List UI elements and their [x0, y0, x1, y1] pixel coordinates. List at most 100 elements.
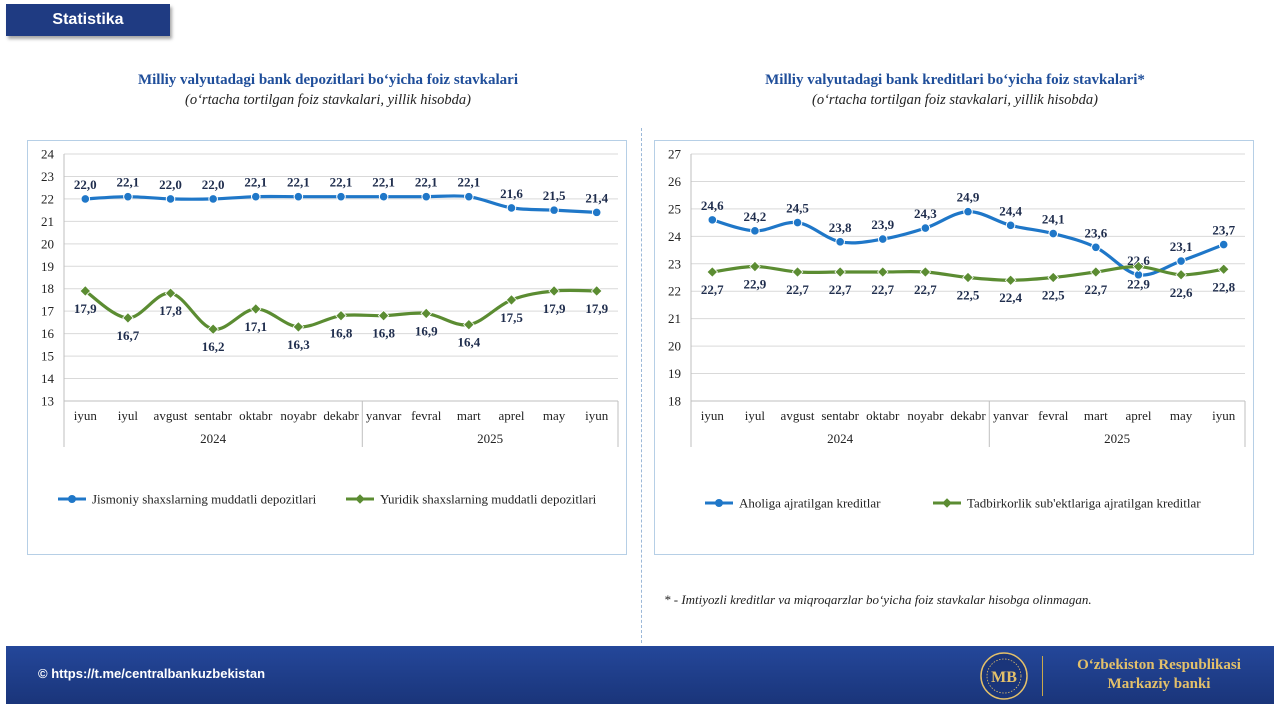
- right-chart-subtitle: (o‘rtacha tortilgan foiz stavkalari, yil…: [812, 92, 1098, 108]
- x-tick-label: iyul: [745, 408, 766, 423]
- y-tick-label: 22: [41, 191, 54, 206]
- data-label: 17,9: [585, 301, 608, 316]
- data-label: 22,1: [117, 175, 140, 190]
- bank-name-line1: O‘zbekiston Respublikasi: [1077, 657, 1241, 673]
- data-label: 22,1: [372, 175, 395, 190]
- y-tick-label: 19: [41, 259, 54, 274]
- data-point: [293, 191, 304, 202]
- data-label: 21,5: [543, 188, 566, 203]
- y-tick-label: 19: [668, 366, 681, 381]
- data-label: 22,1: [330, 175, 353, 190]
- data-point: [1218, 239, 1229, 250]
- legend-marker: [355, 494, 365, 504]
- data-point: [164, 287, 177, 299]
- data-point: [335, 309, 347, 322]
- data-point: [122, 312, 134, 324]
- right-chart-title: Milliy valyutadagi bank kreditlari bo‘yi…: [765, 72, 1145, 88]
- data-point: [506, 203, 517, 213]
- data-label: 22,6: [1127, 253, 1150, 268]
- section-badge: Statistika: [6, 4, 170, 36]
- data-label: 22,8: [1212, 279, 1235, 294]
- data-label: 22,7: [829, 282, 852, 297]
- data-label: 16,8: [372, 326, 395, 341]
- x-tick-label: iyul: [118, 408, 139, 423]
- data-label: 24,6: [701, 198, 724, 213]
- data-point: [919, 266, 932, 278]
- data-point: [707, 215, 718, 225]
- x-tick-label: dekabr: [950, 408, 986, 423]
- x-tick-label: avgust: [781, 408, 815, 423]
- data-label: 17,5: [500, 310, 523, 325]
- x-tick-label: noyabr: [280, 408, 317, 423]
- legend-marker: [715, 499, 723, 507]
- data-label: 22,7: [701, 282, 724, 297]
- data-point: [548, 285, 560, 297]
- data-label: 22,4: [999, 290, 1022, 305]
- data-point: [1132, 260, 1145, 273]
- y-tick-label: 26: [668, 174, 682, 189]
- right-chart-panel: 18 19 20 21 22 23 24 25 26 27 iyun iyul avgust sentab…: [654, 140, 1254, 555]
- left-chart-panel: 13 14 15 16 17 18 19 20 21 22 23 24 iyun iyul avgust se…: [27, 140, 627, 555]
- data-point: [292, 321, 305, 333]
- data-label: 23,9: [871, 217, 894, 232]
- data-point: [505, 294, 518, 306]
- data-point: [1048, 228, 1059, 239]
- data-label: 16,8: [330, 326, 353, 341]
- data-label: 22,1: [244, 175, 267, 190]
- data-point: [207, 323, 219, 335]
- data-point: [377, 309, 390, 322]
- x-tick-label: fevral: [411, 408, 442, 423]
- data-point: [920, 223, 931, 233]
- data-point: [1176, 256, 1186, 266]
- data-point: [591, 207, 602, 218]
- data-label: 16,9: [415, 323, 438, 338]
- data-label: 22,9: [744, 277, 767, 292]
- data-label: 16,7: [117, 328, 140, 343]
- data-point: [962, 271, 974, 284]
- data-label: 22,0: [202, 177, 225, 192]
- legend-marker: [942, 498, 952, 508]
- data-point: [464, 191, 474, 202]
- data-label: 24,4: [999, 203, 1022, 218]
- data-label: 22,7: [786, 282, 809, 297]
- data-point: [80, 194, 91, 204]
- data-point: [706, 266, 719, 278]
- data-label: 22,5: [957, 288, 980, 303]
- data-label: 22,7: [871, 282, 894, 297]
- footer-separator: [1042, 656, 1043, 696]
- data-label: 22,1: [287, 175, 310, 190]
- deposit-rates-chart: 13 14 15 16 17 18 19 20 21 22 23 24 iyun iyul avgust se…: [41, 147, 619, 507]
- x-tick-label: iyun: [1212, 408, 1236, 423]
- data-label: 23,7: [1212, 223, 1235, 238]
- data-label: 24,5: [786, 201, 809, 216]
- data-label: 24,1: [1042, 212, 1065, 227]
- x-tick-label: fevral: [1038, 408, 1069, 423]
- data-point: [123, 191, 133, 202]
- x-tick-label: yanvar: [993, 408, 1029, 423]
- y-tick-label: 18: [41, 281, 54, 296]
- telegram-link[interactable]: © https://t.me/centralbankuzbekistan: [38, 666, 266, 681]
- bank-name: O‘zbekiston Respublikasi Markaziy banki: [1054, 656, 1264, 694]
- data-point: [834, 266, 846, 278]
- data-label: 24,9: [957, 190, 980, 205]
- data-label: 17,9: [74, 301, 97, 316]
- y-tick-label: 24: [668, 229, 682, 244]
- data-point: [792, 217, 803, 228]
- data-label: 22,1: [415, 175, 438, 190]
- legend-label: Yuridik shaxslarning muddatli depozitlar…: [380, 492, 597, 507]
- left-chart-subtitle: (o‘rtacha tortilgan foiz stavkalari, yil…: [185, 92, 471, 108]
- data-point: [378, 191, 389, 202]
- data-label: 22,7: [914, 282, 937, 297]
- footer-bar: © https://t.me/centralbankuzbekistan MB …: [6, 646, 1274, 704]
- data-label: 22,9: [1127, 277, 1150, 292]
- data-label: 16,4: [457, 335, 480, 350]
- x-tick-label: aprel: [498, 408, 524, 423]
- legend-label: Jismoniy shaxslarning muddatli depozitla…: [92, 492, 317, 507]
- y-tick-label: 18: [668, 394, 681, 409]
- data-point: [791, 266, 804, 278]
- data-label: 22,0: [74, 177, 97, 192]
- data-label: 23,6: [1084, 225, 1107, 240]
- data-point: [463, 318, 475, 331]
- data-label: 16,2: [202, 339, 225, 354]
- year-group-label: 2025: [477, 431, 503, 446]
